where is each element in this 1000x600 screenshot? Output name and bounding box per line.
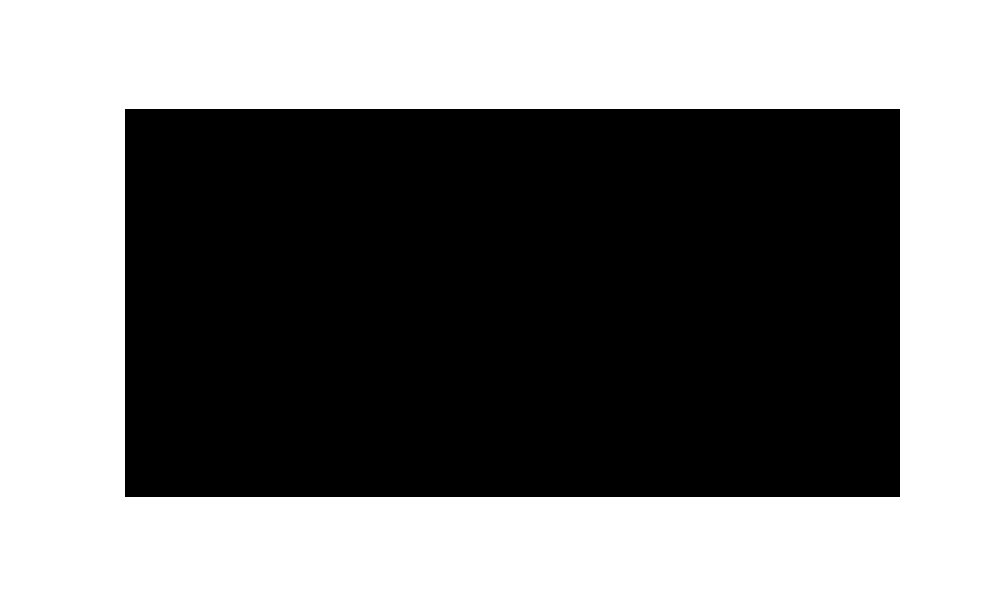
cloud-background (125, 109, 900, 497)
word-cloud (125, 109, 900, 497)
